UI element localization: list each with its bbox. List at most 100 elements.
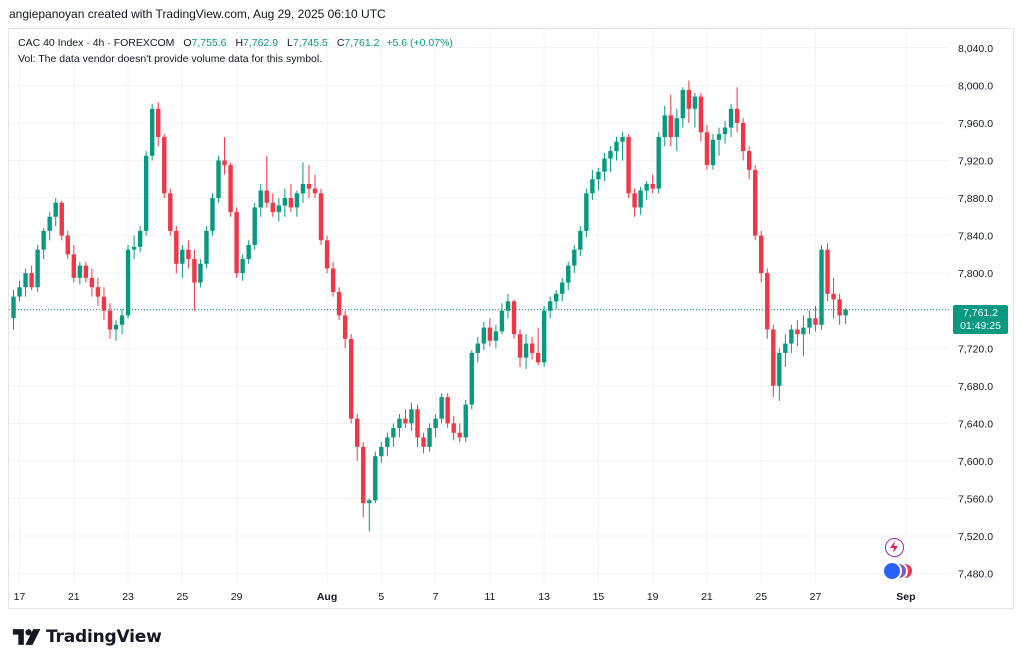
- candle-bearish: [348, 334, 354, 424]
- candle-body: [692, 96, 698, 109]
- candle-body: [560, 282, 565, 294]
- candle-bearish: [101, 287, 107, 321]
- candle-body: [638, 190, 643, 208]
- candle-bearish: [535, 327, 541, 366]
- time-tick-label: 29: [231, 591, 243, 603]
- candle-body: [17, 287, 22, 297]
- candle-bullish: [47, 212, 52, 241]
- candle-bullish: [113, 320, 119, 341]
- candle-body: [35, 249, 40, 288]
- chart-pane[interactable]: [8, 28, 1014, 609]
- candle-body: [656, 136, 661, 189]
- candle-body: [608, 151, 613, 159]
- candle-body: [29, 273, 34, 288]
- candle-bullish: [572, 244, 577, 274]
- symbol-title[interactable]: CAC 40 Index · 4h · FOREXCOM: [18, 37, 175, 49]
- candle-bullish: [433, 413, 438, 438]
- price-tick-label: 7,800.0: [958, 268, 993, 280]
- high-label: H: [235, 37, 244, 49]
- candle-bullish: [180, 244, 185, 278]
- candle-bearish: [704, 124, 710, 170]
- candle-body: [180, 249, 185, 264]
- candle-bullish: [23, 268, 28, 297]
- candle-bearish: [457, 423, 462, 443]
- candle-bearish: [288, 183, 294, 213]
- candle-body: [228, 165, 233, 213]
- candle-body: [572, 249, 577, 266]
- tradingview-logo[interactable]: TradingView: [12, 626, 162, 648]
- candle-body: [427, 428, 432, 447]
- candle-body: [300, 183, 306, 194]
- candle-bearish: [318, 188, 324, 245]
- candle-bullish: [409, 402, 414, 431]
- candle-bearish: [698, 92, 704, 142]
- candle-body: [77, 265, 83, 278]
- author-credit: angiepanoyan created with TradingView.co…: [9, 7, 386, 21]
- candle-bullish: [53, 198, 58, 227]
- avatar-stack-icon[interactable]: [882, 561, 918, 581]
- candle-bullish: [602, 152, 607, 182]
- candle-body: [23, 273, 28, 288]
- candle-bullish: [282, 188, 288, 217]
- candle-bearish: [626, 134, 631, 199]
- price-chart[interactable]: 7,480.0 7,520.0 7,560.0 7,600.0 7,640.0 7,680…: [0, 0, 1024, 612]
- candle-body: [41, 230, 46, 250]
- candle-body: [759, 235, 764, 274]
- candle-bullish: [523, 334, 529, 369]
- candle-body: [632, 193, 637, 208]
- candle-bullish: [547, 296, 553, 319]
- candle-bearish: [831, 277, 836, 319]
- candle-bullish: [560, 277, 565, 302]
- candle-bearish: [174, 226, 179, 274]
- candle-bullish: [125, 244, 131, 319]
- candle-body: [367, 500, 372, 504]
- candle-body: [596, 171, 601, 180]
- candle-body: [566, 265, 571, 283]
- time-tick-label: 7: [433, 591, 439, 603]
- candle-bullish: [119, 308, 125, 335]
- open-label: O: [183, 37, 192, 49]
- price-tick-label: 7,960.0: [958, 118, 993, 130]
- candle-bearish: [264, 155, 269, 208]
- candle-bullish: [17, 280, 22, 302]
- candle-body: [282, 198, 288, 206]
- candle-bullish: [680, 87, 686, 128]
- candle-body: [698, 96, 704, 133]
- candle-bearish: [355, 413, 360, 461]
- candle-body: [403, 418, 408, 424]
- candle-body: [722, 127, 728, 135]
- time-tick-label: 5: [378, 591, 384, 603]
- candle-body: [771, 329, 776, 386]
- candle-bullish: [819, 244, 824, 330]
- candle-bullish: [385, 432, 390, 457]
- lightning-icon[interactable]: [885, 538, 904, 557]
- candle-body: [475, 343, 481, 353]
- candle-bullish: [710, 134, 716, 170]
- candle-bullish: [475, 336, 481, 363]
- candle-bearish: [734, 87, 740, 133]
- candle-bearish: [415, 404, 420, 447]
- candle-bullish: [620, 132, 625, 161]
- candle-body: [355, 418, 360, 447]
- candle-bearish: [361, 442, 366, 518]
- candle-bullish: [493, 324, 499, 349]
- candle-bearish: [324, 235, 330, 274]
- candle-bullish: [801, 315, 806, 356]
- candle-body: [125, 249, 131, 316]
- candle-body: [734, 108, 740, 123]
- candles: [11, 80, 848, 532]
- time-tick-label: 19: [647, 591, 659, 603]
- price-tick-label: 7,680.0: [958, 381, 993, 393]
- price-tick-label: 8,000.0: [958, 80, 993, 92]
- candle-body: [168, 193, 173, 231]
- candle-bearish: [83, 261, 89, 283]
- tradingview-logo-icon: [12, 629, 41, 645]
- candle-body: [71, 254, 76, 278]
- candle-bullish: [246, 240, 251, 264]
- candle-body: [252, 207, 257, 245]
- price-tick-label: 7,520.0: [958, 531, 993, 543]
- candle-bullish: [397, 413, 402, 438]
- candle-bearish: [825, 243, 830, 302]
- price-tick-label: 7,480.0: [958, 569, 993, 581]
- candle-bearish: [95, 277, 101, 306]
